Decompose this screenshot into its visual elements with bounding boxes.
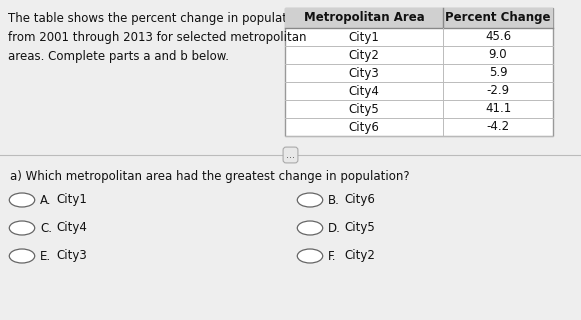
Text: 41.1: 41.1 bbox=[485, 102, 511, 116]
Ellipse shape bbox=[9, 249, 35, 263]
Ellipse shape bbox=[297, 193, 322, 207]
Text: City4: City4 bbox=[349, 84, 379, 98]
Ellipse shape bbox=[9, 193, 35, 207]
Text: City3: City3 bbox=[349, 67, 379, 79]
Ellipse shape bbox=[297, 249, 322, 263]
Text: 9.0: 9.0 bbox=[489, 49, 507, 61]
Text: 45.6: 45.6 bbox=[485, 30, 511, 44]
Text: a) Which metropolitan area had the greatest change in population?: a) Which metropolitan area had the great… bbox=[10, 170, 410, 183]
Text: City5: City5 bbox=[344, 221, 375, 235]
Text: A.: A. bbox=[40, 194, 52, 206]
Text: City2: City2 bbox=[349, 49, 379, 61]
Ellipse shape bbox=[9, 221, 35, 235]
Text: Metropolitan Area: Metropolitan Area bbox=[304, 12, 424, 25]
Ellipse shape bbox=[297, 221, 322, 235]
Bar bbox=[285, 8, 553, 136]
Text: E.: E. bbox=[40, 250, 51, 262]
Text: Percent Change: Percent Change bbox=[445, 12, 551, 25]
Text: City5: City5 bbox=[349, 102, 379, 116]
Text: C.: C. bbox=[40, 221, 52, 235]
Text: ...: ... bbox=[286, 150, 295, 160]
Text: -2.9: -2.9 bbox=[486, 84, 510, 98]
Text: 5.9: 5.9 bbox=[489, 67, 507, 79]
Text: City4: City4 bbox=[56, 221, 87, 235]
Text: City1: City1 bbox=[56, 194, 87, 206]
Bar bbox=[285, 8, 553, 28]
Text: B.: B. bbox=[328, 194, 340, 206]
Text: City3: City3 bbox=[56, 250, 87, 262]
Text: City2: City2 bbox=[344, 250, 375, 262]
Text: City6: City6 bbox=[344, 194, 375, 206]
Text: City6: City6 bbox=[349, 121, 379, 133]
Text: F.: F. bbox=[328, 250, 336, 262]
Text: City1: City1 bbox=[349, 30, 379, 44]
Text: D.: D. bbox=[328, 221, 341, 235]
Text: -4.2: -4.2 bbox=[486, 121, 510, 133]
Text: The table shows the percent change in population
from 2001 through 2013 for sele: The table shows the percent change in po… bbox=[8, 12, 307, 63]
